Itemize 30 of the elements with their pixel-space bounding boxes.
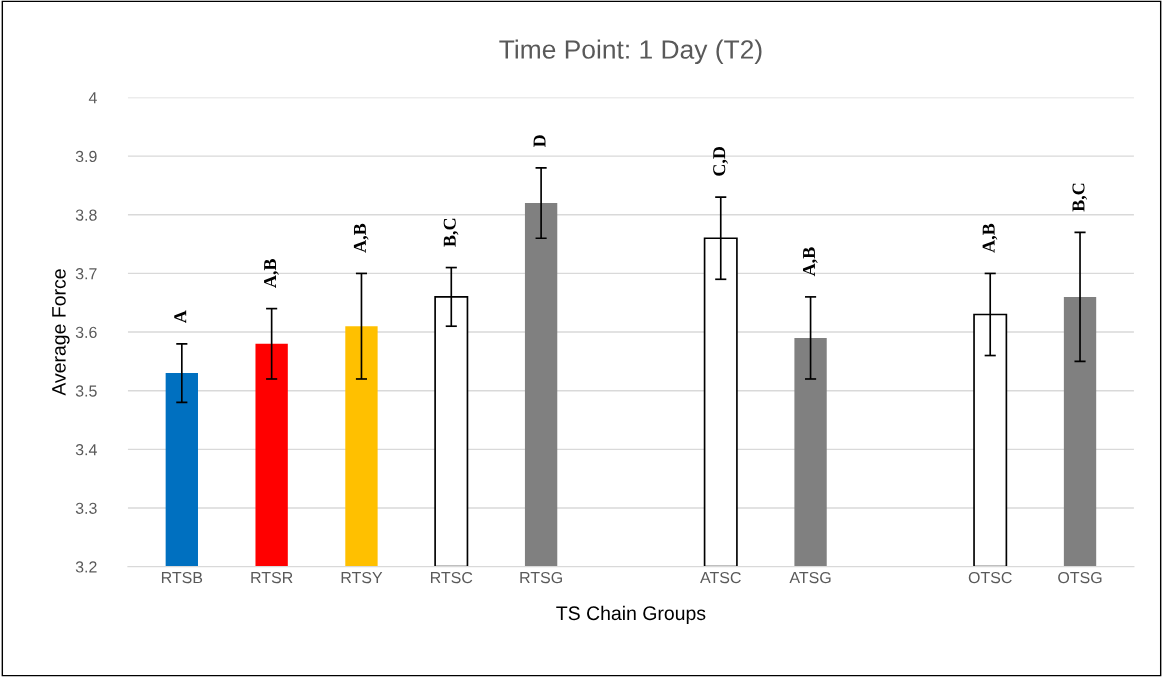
annotation: A,B: [982, 223, 998, 253]
annotation: D: [533, 135, 546, 148]
y-tick-label: 3.4: [75, 443, 97, 456]
x-tick-label: RTSG: [520, 571, 562, 584]
annotation: B,C: [1072, 183, 1088, 212]
annotation: A: [174, 310, 187, 324]
x-tick-label: RTSR: [251, 571, 293, 584]
y-tick-label: 3.2: [75, 561, 97, 573]
annotation: A,B: [264, 258, 279, 288]
x-tick-label: OTSC: [968, 571, 1012, 584]
y-tick-label: 3.3: [75, 502, 97, 514]
y-tick-label: 3.6: [75, 326, 97, 339]
annotation: A,B: [353, 223, 369, 253]
x-tick-label: ATSC: [700, 571, 741, 584]
x-tick-label: RTSB: [161, 571, 203, 584]
annotation: A,B: [802, 247, 818, 277]
annotation: B,C: [443, 218, 459, 247]
y-tick-label: 3.8: [75, 209, 97, 221]
x-axis-title: TS Chain Groups: [556, 605, 706, 624]
annotation: C,D: [713, 146, 728, 176]
x-tick-label: ATSG: [789, 571, 831, 584]
y-axis-title: Average Force: [52, 269, 70, 396]
y-tick-label: 3.5: [75, 385, 97, 397]
y-tick-label: 3.9: [75, 150, 97, 163]
x-tick-label: OTSG: [1058, 571, 1102, 584]
chart-title: Time Point: 1 Day (T2): [499, 39, 762, 65]
x-tick-label: RTSC: [431, 571, 473, 584]
y-tick-label: 3.7: [75, 268, 97, 280]
y-tick-label: 4: [88, 92, 97, 104]
x-tick-label: RTSY: [341, 571, 383, 584]
